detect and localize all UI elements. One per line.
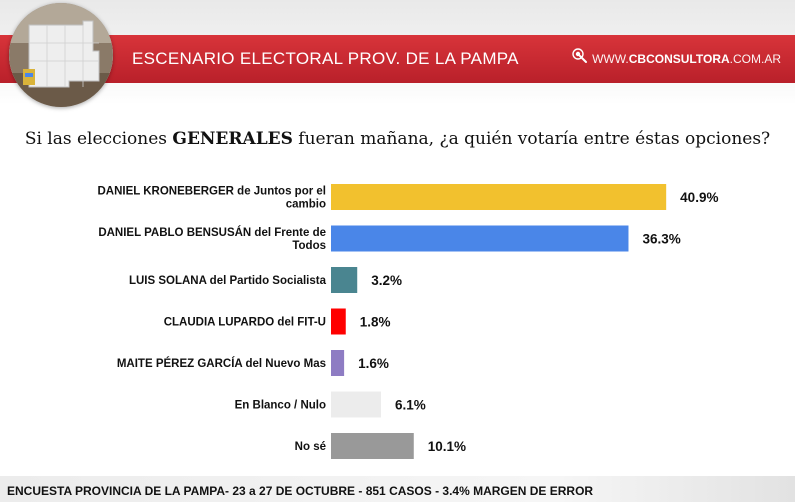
brand-prefix: WWW. bbox=[592, 52, 629, 66]
value-label: 3.2% bbox=[371, 273, 402, 288]
bar-row-6: En Blanco / Nulo 6.1% bbox=[235, 391, 426, 418]
bar bbox=[331, 225, 629, 252]
category-label: No sé bbox=[295, 441, 326, 453]
bar-row-2: DANIEL PABLO BENSUSÁN del Frente de Todos… bbox=[98, 225, 681, 252]
question-part-2: fueran mañana, ¿a quién votaría entre és… bbox=[292, 129, 771, 149]
bar bbox=[331, 184, 667, 210]
value-label: 1.8% bbox=[360, 315, 391, 330]
bar-row-5: MAITE PÉREZ GARCÍA del Nuevo Mas 1.6% bbox=[117, 350, 389, 376]
question-part-1: Si las elecciones bbox=[24, 129, 173, 149]
category-label: DANIEL PABLO BENSUSÁN del Frente de Todos bbox=[98, 226, 326, 252]
question-emphasis: GENERALES bbox=[172, 129, 293, 149]
value-label: 36.3% bbox=[642, 232, 680, 247]
brand-suffix: .COM.AR bbox=[729, 52, 781, 66]
bar-chart: DANIEL KRONEBERGER de Juntos por el cambi… bbox=[97, 184, 718, 459]
survey-question: Si las elecciones GENERALES fueran mañan… bbox=[0, 129, 795, 149]
value-label: 1.6% bbox=[358, 356, 389, 371]
bar-row-1: DANIEL KRONEBERGER de Juntos por el cambi… bbox=[97, 184, 718, 211]
bar-row-4: CLAUDIA LUPARDO del FIT-U 1.8% bbox=[164, 308, 391, 335]
bar bbox=[331, 267, 358, 293]
pointer-icon bbox=[572, 36, 588, 84]
bar-row-7: No sé 10.1% bbox=[295, 433, 466, 459]
bar bbox=[331, 350, 345, 376]
category-label: LUIS SOLANA del Partido Socialista bbox=[129, 275, 327, 287]
value-label: 10.1% bbox=[428, 439, 466, 454]
header-bar: ESCENARIO ELECTORAL PROV. DE LA PAMPA WW… bbox=[0, 35, 795, 83]
category-label: DANIEL KRONEBERGER de Juntos por el cambi… bbox=[97, 186, 326, 211]
bar-row-3: LUIS SOLANA del Partido Socialista 3.2% bbox=[129, 267, 402, 293]
bar bbox=[331, 391, 381, 418]
bar bbox=[331, 433, 414, 459]
brand-name: CBCONSULTORA bbox=[628, 52, 730, 66]
value-label: 6.1% bbox=[395, 398, 426, 413]
bar bbox=[331, 308, 346, 335]
footer-survey-info: ENCUESTA PROVINCIA DE LA PAMPA- 23 a 27 … bbox=[7, 484, 594, 498]
value-label: 40.9% bbox=[680, 190, 718, 205]
province-map-logo bbox=[9, 3, 113, 107]
footer-bar: ENCUESTA PROVINCIA DE LA PAMPA- 23 a 27 … bbox=[0, 476, 795, 502]
category-label: MAITE PÉREZ GARCÍA del Nuevo Mas bbox=[117, 357, 326, 370]
brand-url[interactable]: WWW.CBCONSULTORA.COM.AR bbox=[572, 35, 781, 83]
category-label: CLAUDIA LUPARDO del FIT-U bbox=[164, 317, 326, 329]
header-title: ESCENARIO ELECTORAL PROV. DE LA PAMPA bbox=[132, 49, 519, 68]
category-label: En Blanco / Nulo bbox=[235, 400, 326, 412]
